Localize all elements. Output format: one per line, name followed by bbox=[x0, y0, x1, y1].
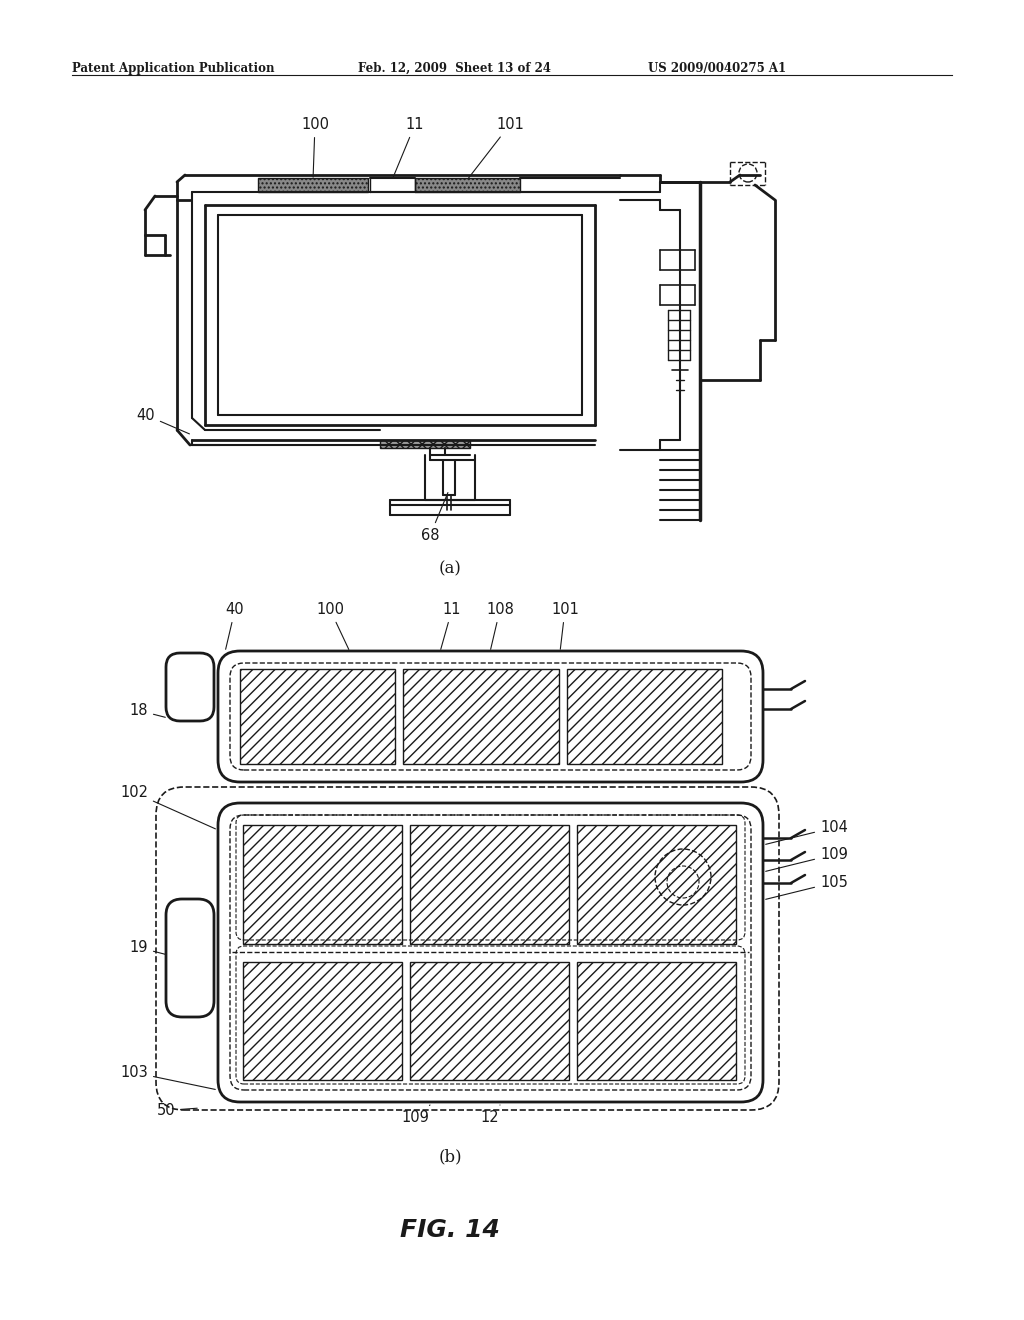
FancyBboxPatch shape bbox=[218, 803, 763, 1102]
Bar bbox=[403, 669, 559, 764]
Text: (b): (b) bbox=[438, 1148, 462, 1166]
Bar bbox=[577, 962, 736, 1080]
Bar bbox=[243, 962, 402, 1080]
Text: 105: 105 bbox=[766, 875, 848, 899]
Text: 101: 101 bbox=[551, 602, 579, 649]
Text: 50: 50 bbox=[157, 1104, 198, 1118]
FancyBboxPatch shape bbox=[166, 653, 214, 721]
Text: 101: 101 bbox=[469, 117, 524, 178]
Text: Patent Application Publication: Patent Application Publication bbox=[72, 62, 274, 75]
Bar bbox=[258, 178, 368, 191]
FancyBboxPatch shape bbox=[218, 651, 763, 781]
Text: FIG. 14: FIG. 14 bbox=[400, 1218, 500, 1242]
Bar bbox=[240, 669, 395, 764]
Text: 100: 100 bbox=[316, 602, 349, 649]
Bar bbox=[566, 669, 722, 764]
Text: 40: 40 bbox=[225, 602, 245, 649]
Bar bbox=[380, 440, 470, 447]
Text: 40: 40 bbox=[136, 408, 189, 434]
Text: 109: 109 bbox=[401, 1105, 430, 1125]
Text: 19: 19 bbox=[129, 940, 165, 954]
Bar bbox=[577, 825, 736, 944]
FancyBboxPatch shape bbox=[166, 899, 214, 1016]
Bar bbox=[243, 825, 402, 944]
Text: 11: 11 bbox=[393, 117, 424, 177]
Text: 11: 11 bbox=[440, 602, 461, 649]
Text: 104: 104 bbox=[766, 820, 848, 845]
Text: 100: 100 bbox=[301, 117, 329, 177]
Text: 68: 68 bbox=[421, 492, 447, 543]
Text: 103: 103 bbox=[120, 1065, 215, 1089]
Bar bbox=[410, 825, 569, 944]
Text: 12: 12 bbox=[480, 1105, 500, 1125]
Text: 18: 18 bbox=[129, 704, 165, 718]
Text: (a): (a) bbox=[438, 560, 462, 577]
Text: 109: 109 bbox=[766, 847, 848, 871]
Text: Feb. 12, 2009  Sheet 13 of 24: Feb. 12, 2009 Sheet 13 of 24 bbox=[358, 62, 551, 75]
Text: US 2009/0040275 A1: US 2009/0040275 A1 bbox=[648, 62, 786, 75]
Bar bbox=[410, 962, 569, 1080]
Text: 108: 108 bbox=[486, 602, 514, 649]
Text: 102: 102 bbox=[120, 785, 215, 829]
Bar bbox=[415, 178, 520, 191]
